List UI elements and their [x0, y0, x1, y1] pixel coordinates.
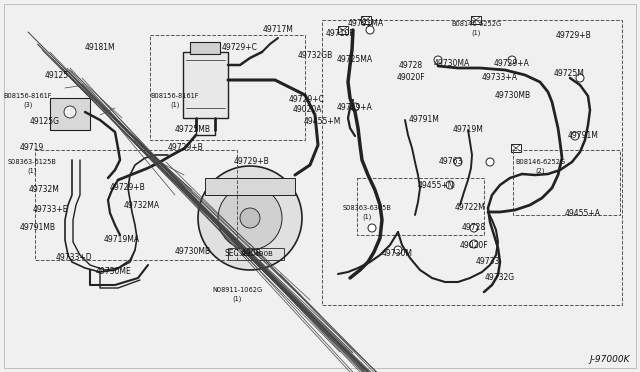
Bar: [338, 26, 348, 34]
Circle shape: [454, 158, 462, 166]
Text: 49791M: 49791M: [408, 115, 440, 125]
Text: B08146-6252G: B08146-6252G: [515, 159, 565, 165]
Text: 49710R: 49710R: [325, 29, 355, 38]
Text: SEC.490B: SEC.490B: [239, 251, 273, 257]
Circle shape: [368, 224, 376, 232]
Bar: [361, 16, 371, 24]
Text: 49722M: 49722M: [454, 203, 485, 212]
Text: 49732MA: 49732MA: [124, 201, 160, 209]
Bar: [183, 52, 228, 118]
Bar: [511, 144, 521, 152]
Text: 49455+N: 49455+N: [418, 180, 454, 189]
Bar: [50, 98, 90, 130]
Text: 49725M: 49725M: [554, 70, 584, 78]
Text: 49020F: 49020F: [397, 74, 426, 83]
Text: 49020F: 49020F: [460, 241, 488, 250]
Text: 49730M: 49730M: [381, 250, 413, 259]
Text: (1): (1): [232, 296, 242, 302]
Text: 49791MB: 49791MB: [20, 224, 56, 232]
Circle shape: [508, 56, 516, 64]
Text: S08363-6125B: S08363-6125B: [8, 159, 56, 165]
Text: 49729+B: 49729+B: [168, 144, 204, 153]
Bar: [471, 16, 481, 24]
Text: 49732GB: 49732GB: [298, 51, 333, 60]
Text: 49791MA: 49791MA: [348, 19, 384, 29]
Text: 49733: 49733: [476, 257, 500, 266]
Text: 49729+A: 49729+A: [337, 103, 373, 112]
Text: (1): (1): [362, 214, 372, 220]
Text: 49020A: 49020A: [292, 105, 322, 113]
Circle shape: [218, 186, 282, 250]
Text: (1): (1): [471, 30, 481, 36]
Text: (3): (3): [23, 102, 33, 108]
Text: 49455+M: 49455+M: [303, 118, 340, 126]
Text: B08146-6252G: B08146-6252G: [451, 21, 501, 27]
Bar: [205, 178, 295, 195]
Text: 49125: 49125: [45, 71, 69, 80]
Circle shape: [64, 106, 76, 118]
Text: 49729+C: 49729+C: [289, 96, 325, 105]
Text: SEC.490B: SEC.490B: [225, 250, 261, 259]
Circle shape: [571, 132, 579, 140]
Text: 49732M: 49732M: [29, 186, 60, 195]
Text: 49729+A: 49729+A: [494, 58, 530, 67]
Text: B08156-8161F: B08156-8161F: [4, 93, 52, 99]
Text: 49791M: 49791M: [568, 131, 598, 141]
Text: 49730MB: 49730MB: [175, 247, 211, 257]
Text: J-97000K: J-97000K: [589, 355, 630, 364]
Text: (1): (1): [28, 168, 36, 174]
Text: 49719MA: 49719MA: [104, 235, 140, 244]
Text: 49728: 49728: [399, 61, 423, 71]
Text: 49719M: 49719M: [452, 125, 483, 135]
Text: 49719: 49719: [20, 144, 44, 153]
Text: (2): (2): [535, 168, 545, 174]
Circle shape: [470, 224, 478, 232]
Text: N08911-1062G: N08911-1062G: [212, 287, 262, 293]
Text: 49733+D: 49733+D: [56, 253, 92, 263]
Circle shape: [576, 74, 584, 82]
Text: 49730MA: 49730MA: [434, 58, 470, 67]
Bar: [190, 42, 220, 54]
Circle shape: [470, 240, 478, 248]
Text: 49730ME: 49730ME: [96, 267, 132, 276]
Text: 49729+B: 49729+B: [234, 157, 270, 167]
Circle shape: [240, 208, 260, 228]
Circle shape: [434, 56, 442, 64]
Circle shape: [486, 158, 494, 166]
Circle shape: [446, 181, 454, 189]
Text: 49725MB: 49725MB: [175, 125, 211, 135]
Text: 49455+A: 49455+A: [565, 208, 601, 218]
Text: B08156-8161F: B08156-8161F: [151, 93, 199, 99]
Circle shape: [198, 166, 302, 270]
Text: 49729+C: 49729+C: [222, 42, 258, 51]
Text: 49733+A: 49733+A: [482, 74, 518, 83]
Text: 49125G: 49125G: [30, 118, 60, 126]
Circle shape: [351, 103, 359, 111]
Circle shape: [366, 26, 374, 34]
Text: 49729+B: 49729+B: [555, 31, 591, 39]
Text: 49181M: 49181M: [84, 44, 115, 52]
Text: 49732G: 49732G: [485, 273, 515, 282]
Circle shape: [394, 246, 402, 254]
Text: 49730MB: 49730MB: [495, 92, 531, 100]
Text: (1): (1): [170, 102, 180, 108]
Text: 49733+E: 49733+E: [32, 205, 68, 215]
Bar: [228, 248, 284, 260]
Text: 49728: 49728: [462, 224, 486, 232]
Text: 49717M: 49717M: [262, 26, 293, 35]
Text: S08363-6305B: S08363-6305B: [342, 205, 392, 211]
Text: 49729+B: 49729+B: [110, 183, 146, 192]
Text: 49763: 49763: [439, 157, 463, 167]
Text: 49725MA: 49725MA: [337, 55, 373, 64]
